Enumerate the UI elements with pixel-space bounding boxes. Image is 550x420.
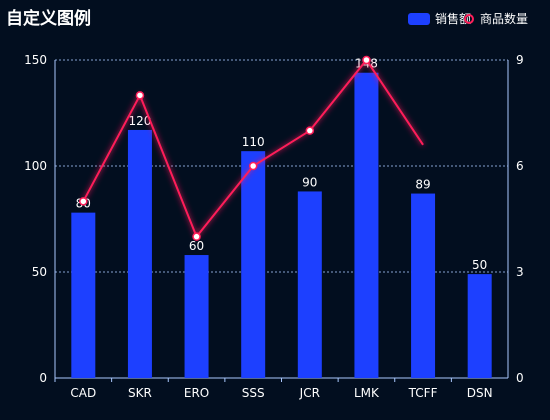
legend: 销售额 商品数量 [407, 10, 528, 27]
y-right-tick-label: 3 [516, 265, 524, 279]
bar [297, 191, 322, 378]
line-point [248, 161, 258, 171]
bar [127, 129, 152, 378]
line-point [79, 197, 88, 206]
line-point [362, 55, 371, 65]
bar [184, 255, 209, 378]
y-left-tick-label: 150 [24, 53, 47, 67]
line-point [192, 232, 201, 241]
bar-value-label: 110 [242, 135, 265, 149]
x-tick-label: JCR [299, 386, 320, 400]
legend-label-sales: 销售额 [434, 12, 471, 26]
bar-swatch-icon [407, 12, 430, 25]
x-tick-label: SKR [128, 386, 152, 400]
bar [71, 212, 96, 378]
bar-value-label: 120 [128, 114, 151, 128]
bar [354, 72, 379, 378]
bar [411, 193, 436, 378]
y-left-tick-label: 100 [24, 159, 47, 173]
bar-value-label: 50 [472, 258, 487, 272]
line-point [305, 126, 315, 135]
y-right-tick-label: 0 [516, 371, 524, 385]
chart-title: 自定义图例 [6, 9, 91, 29]
y-left-tick-label: 50 [32, 265, 47, 279]
circle-marker-icon [463, 13, 475, 25]
bar [467, 274, 492, 378]
y-right-tick-label: 9 [516, 53, 524, 67]
y-right-tick-label: 6 [516, 159, 524, 173]
y-left-tick-label: 0 [39, 371, 47, 385]
x-tick-label: CAD [70, 386, 96, 400]
x-tick-label: LMK [354, 386, 380, 400]
legend-label-quantity: 商品数量 [479, 12, 528, 26]
bar-value-label: 90 [302, 175, 317, 189]
x-tick-label: SSS [242, 386, 265, 400]
legend-item-sales[interactable]: 销售额 [407, 10, 471, 27]
bar [241, 151, 266, 378]
legend-item-quantity[interactable]: 商品数量 [463, 10, 528, 27]
x-tick-label: TCFF [408, 386, 438, 400]
bar-value-label: 89 [415, 178, 430, 192]
x-tick-label: DSN [467, 386, 493, 400]
line-point [135, 91, 145, 100]
bar-value-label: 60 [189, 239, 204, 253]
x-tick-label: ERO [184, 386, 209, 400]
